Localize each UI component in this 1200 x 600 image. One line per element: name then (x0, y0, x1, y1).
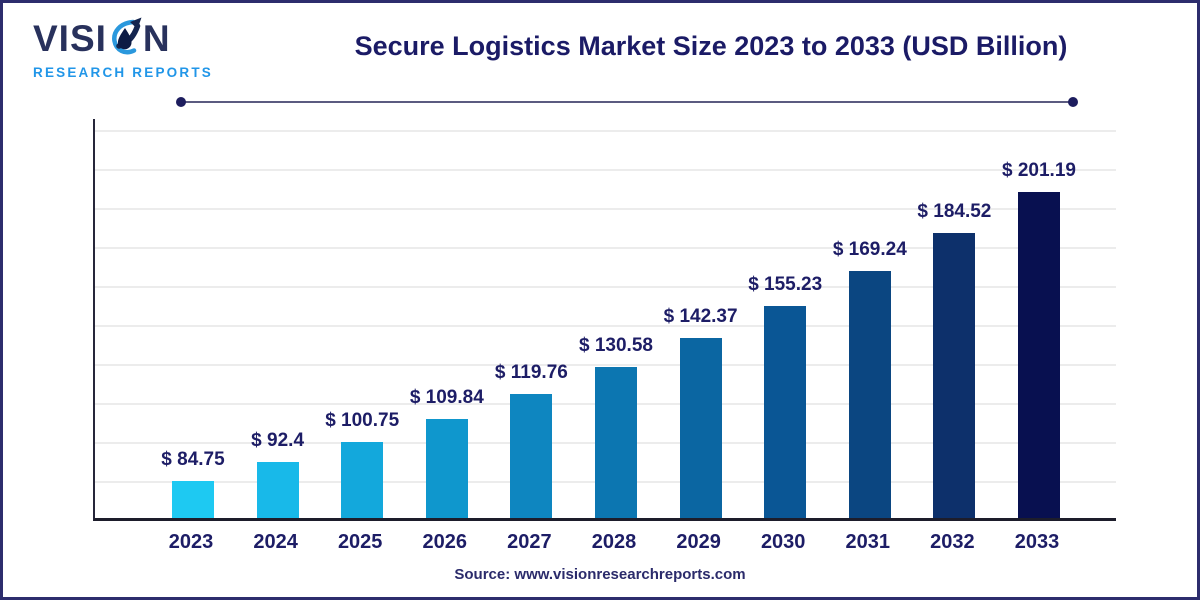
x-tick-label-2032: 2032 (930, 531, 975, 553)
bar-value-label-2029: $ 142.37 (663, 306, 738, 327)
bar-2031 (848, 271, 891, 518)
x-tick-label-2033: 2033 (1014, 531, 1060, 553)
x-tick-label-2025: 2025 (337, 531, 383, 553)
x-tick-label-2024: 2024 (253, 531, 298, 553)
bar-value-label-2031: $ 169.24 (832, 239, 907, 260)
bar-2033 (1018, 192, 1060, 518)
x-tick-label-2031: 2031 (845, 531, 891, 553)
bar-2025 (341, 442, 384, 518)
chart-title: Secure Logistics Market Size 2023 to 203… (354, 31, 1068, 61)
x-tick-label-2030: 2030 (760, 531, 806, 553)
x-tick-label-2028: 2028 (591, 531, 637, 553)
gridline (95, 325, 1116, 327)
bar-2032 (933, 233, 976, 518)
source-note: Source: www.visionresearchreports.com (454, 566, 746, 583)
bar-value-label-2025: $ 100.75 (325, 410, 400, 431)
x-tick-label-2023: 2023 (168, 531, 214, 553)
bar-value-label-2033: $ 201.19 (1002, 160, 1076, 181)
gridline (95, 169, 1116, 171)
bar-value-label-2032: $ 184.52 (917, 201, 992, 222)
bar-value-label-2026: $ 109.84 (409, 387, 484, 408)
brand-name: VISI N (33, 15, 223, 61)
brand-name-suffix: N (142, 17, 171, 59)
x-axis-labels: 2023 2024 2025 2026 2027 2028 2029 2030 2031 2032… (93, 531, 1116, 557)
brand-tagline: RESEARCH REPORTS (33, 65, 213, 80)
gridline (95, 364, 1116, 366)
gridline (95, 286, 1116, 288)
drop-arrow-logo-icon (108, 15, 142, 61)
bar-value-label-2027: $ 119.76 (494, 362, 568, 383)
divider-dot-left (176, 97, 186, 107)
bar-2027 (510, 394, 553, 518)
bar-value-label-2023: $ 84.75 (161, 449, 225, 470)
bar-2029 (679, 338, 722, 518)
gridline (95, 208, 1116, 210)
bar-value-label-2024: $ 92.4 (251, 430, 305, 451)
divider-dot-right (1068, 97, 1078, 107)
gridline (95, 247, 1116, 249)
x-tick-label-2027: 2027 (507, 531, 552, 553)
bar-2028 (595, 367, 637, 518)
bar-value-label-2030: $ 155.23 (748, 274, 823, 295)
x-tick-label-2029: 2029 (676, 531, 721, 553)
bar-value-label-2028: $ 130.58 (579, 335, 653, 356)
plot-area: $ 84.75 $ 92.4 $ 100.75 $ 109.84 $ 119.76 $ 1… (93, 119, 1116, 521)
bar-2023 (172, 481, 214, 518)
gridline (95, 130, 1116, 132)
bar-2026 (425, 419, 468, 518)
brand-name-prefix: VISI (33, 17, 107, 59)
brand-logo: VISI N RESEARCH REPORTS (33, 15, 223, 80)
bar-2024 (256, 462, 299, 518)
bar-2030 (764, 306, 807, 518)
x-tick-label-2026: 2026 (422, 531, 468, 553)
title-divider (176, 97, 1078, 107)
